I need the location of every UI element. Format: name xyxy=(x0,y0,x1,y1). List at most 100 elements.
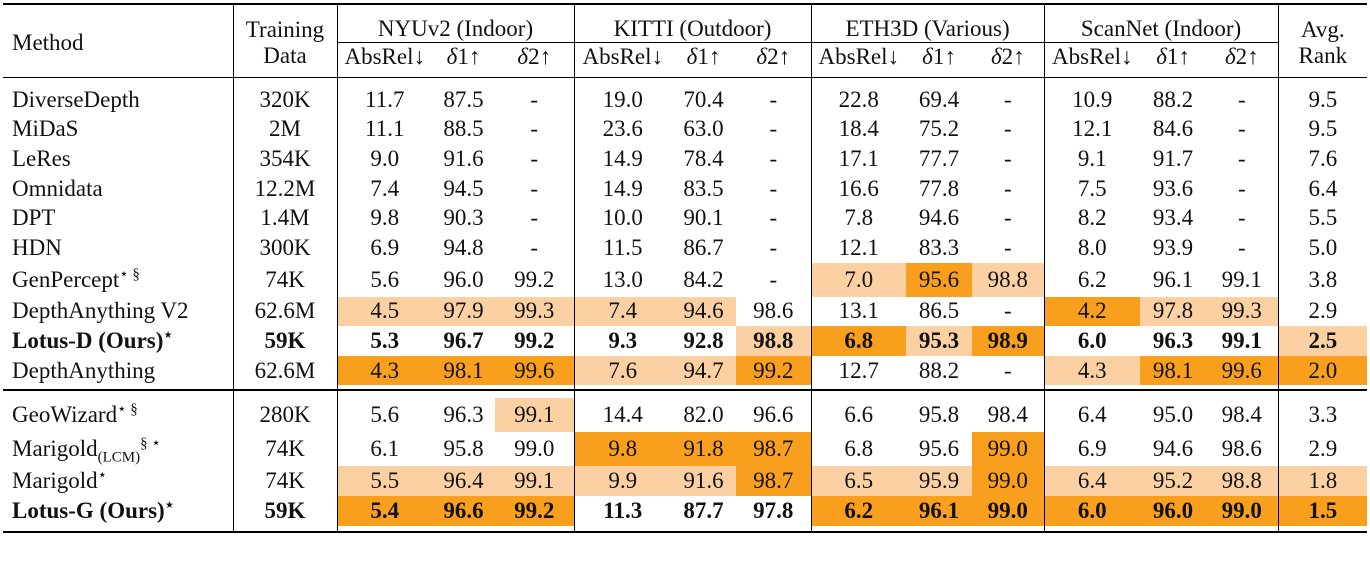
metric-cell: 88.5 xyxy=(443,116,484,142)
metric-cell: 11.3 xyxy=(573,495,672,526)
metric-label: AbsRel↓ xyxy=(818,44,900,69)
metric-cell: 87.5 xyxy=(443,86,484,112)
metric-cell: - xyxy=(1003,86,1012,112)
header-metric-absrel: AbsRel↓ xyxy=(1043,42,1141,78)
training-data-cell: 354K xyxy=(232,144,337,174)
table-row: MiDaS 2M 11.1 88.5 - 23.6 63.0 - 18.4 75.2 - 12.1 84… xyxy=(3,114,1368,145)
avg-rank-cell: 7.6 xyxy=(1277,144,1368,174)
method-cell: Omnidata xyxy=(3,174,233,204)
metric-cell: 98.9 xyxy=(972,326,1045,356)
metric-cell: 95.8 xyxy=(443,436,484,462)
metric-cell: 4.5 xyxy=(336,296,432,327)
metric-cell: 9.8 xyxy=(573,432,672,467)
metric-cell: 90.1 xyxy=(683,205,724,231)
row-spacer xyxy=(3,525,1368,532)
header-dataset-nyu: NYUv2 (Indoor) xyxy=(336,4,575,43)
metric-cell: 6.9 xyxy=(1043,432,1141,467)
metric-cell: 97.8 xyxy=(1140,296,1207,327)
training-data-cell: 300K xyxy=(232,232,337,263)
results-table-wrapper: Method Training NYUv2 (Indoor) KITTI (Ou… xyxy=(3,3,1368,533)
metric-cell: - xyxy=(1003,357,1012,383)
metric-cell: 7.0 xyxy=(810,262,907,297)
metric-cell: 96.3 xyxy=(1152,327,1194,353)
metric-cell: 98.8 xyxy=(1206,466,1279,496)
metric-cell: 92.8 xyxy=(683,327,724,353)
metric-cell: 94.6 xyxy=(918,205,960,231)
metric-label: 1↑ xyxy=(457,44,481,69)
table-row: Lotus-D (Ours)⋆ 59K 5.3 96.7 99.2 9.3 92.8 98.8… xyxy=(3,326,1368,356)
metric-cell: 95.3 xyxy=(906,326,973,356)
training-data-cell: 1.4M xyxy=(232,203,337,233)
metric-cell: 88.2 xyxy=(918,357,960,383)
metric-cell: 96.0 xyxy=(443,266,484,292)
metric-cell: 77.8 xyxy=(918,175,960,201)
metric-cell: - xyxy=(1003,175,1012,201)
metric-cell: 91.6 xyxy=(443,145,484,171)
header-metric-d2: δ2↑ xyxy=(1206,42,1279,78)
metric-cell: 98.6 xyxy=(1221,436,1262,462)
metric-cell: 93.9 xyxy=(1152,234,1194,260)
method-name: Marigold xyxy=(12,468,98,494)
metric-cell: 96.1 xyxy=(906,495,973,526)
avg-rank-cell: 6.4 xyxy=(1277,173,1368,204)
metric-cell: - xyxy=(1237,205,1246,231)
metric-cell: 95.8 xyxy=(918,402,960,428)
metric-cell: 95.0 xyxy=(1152,402,1194,428)
metric-cell: 14.9 xyxy=(573,144,672,174)
method-superscript: ⋆ xyxy=(163,327,173,344)
metric-cell: 70.4 xyxy=(683,86,724,112)
metric-cell: 5.5 xyxy=(336,466,432,496)
metric-cell: - xyxy=(769,86,778,112)
metric-cell: 17.1 xyxy=(810,144,907,174)
metric-cell: 99.2 xyxy=(736,355,812,386)
metric-cell: 96.1 xyxy=(1152,266,1194,292)
metric-cell: - xyxy=(769,234,778,260)
metric-cell: 93.4 xyxy=(1152,205,1194,231)
metric-cell: 5.6 xyxy=(336,398,432,433)
metric-cell: 96.3 xyxy=(443,402,484,428)
metric-cell: 90.3 xyxy=(443,205,484,231)
method-subscript: (LCM) xyxy=(97,449,141,466)
metric-cell: 97.8 xyxy=(753,497,794,523)
metric-cell: 5.3 xyxy=(336,326,432,356)
method-cell: GenPercept⋆ § xyxy=(3,263,233,297)
method-superscript: ⋆ § xyxy=(117,401,138,418)
training-data-cell: 320K xyxy=(232,85,337,115)
delta-symbol: δ xyxy=(686,44,698,69)
metric-cell: 11.1 xyxy=(336,114,432,145)
delta-symbol: δ xyxy=(1156,44,1167,69)
method-name: Lotus-D (Ours) xyxy=(12,327,164,353)
metric-cell: 94.6 xyxy=(671,296,737,327)
metric-cell: - xyxy=(769,145,778,171)
training-data-cell: 12.2M xyxy=(232,173,337,204)
metric-cell: 14.9 xyxy=(573,173,672,204)
metric-cell: 84.6 xyxy=(1152,116,1194,142)
metric-cell: 94.6 xyxy=(1152,436,1194,462)
metric-cell: 99.0 xyxy=(1206,495,1279,526)
metric-cell: 63.0 xyxy=(683,116,724,142)
header-avg-1: Avg. xyxy=(1277,4,1368,43)
table-row: DPT 1.4M 9.8 90.3 - 10.0 90.1 - 7.8 94.6 - 8.2 93.4 -… xyxy=(3,203,1368,233)
metric-cell: 99.2 xyxy=(514,327,555,353)
metric-cell: - xyxy=(769,116,778,142)
metric-cell: 95.6 xyxy=(906,262,973,297)
metric-cell: 23.6 xyxy=(573,114,672,145)
metric-cell: 4.3 xyxy=(336,355,432,386)
training-data-cell: 59K xyxy=(232,495,337,526)
metric-cell: - xyxy=(769,266,778,292)
metric-cell: 9.9 xyxy=(573,466,672,496)
metric-cell: - xyxy=(1237,175,1246,201)
metric-cell: 78.4 xyxy=(683,145,724,171)
metric-cell: 7.4 xyxy=(336,173,432,204)
metric-label: 1↑ xyxy=(697,44,721,69)
metric-cell: 99.2 xyxy=(514,266,555,292)
metric-cell: - xyxy=(1003,298,1012,324)
delta-symbol: δ xyxy=(446,44,458,69)
method-name: HDN xyxy=(12,234,62,260)
table-row: Lotus-G (Ours)⋆ 59K 5.4 96.6 99.2 11.3 87.7 97.… xyxy=(3,495,1368,526)
method-cell: DiverseDepth xyxy=(3,85,233,115)
metric-cell: 11.7 xyxy=(336,85,432,115)
avg-rank-cell: 5.5 xyxy=(1277,203,1368,233)
metric-label: 2↑ xyxy=(1001,44,1025,69)
header-metric-d2: δ2↑ xyxy=(736,42,812,78)
